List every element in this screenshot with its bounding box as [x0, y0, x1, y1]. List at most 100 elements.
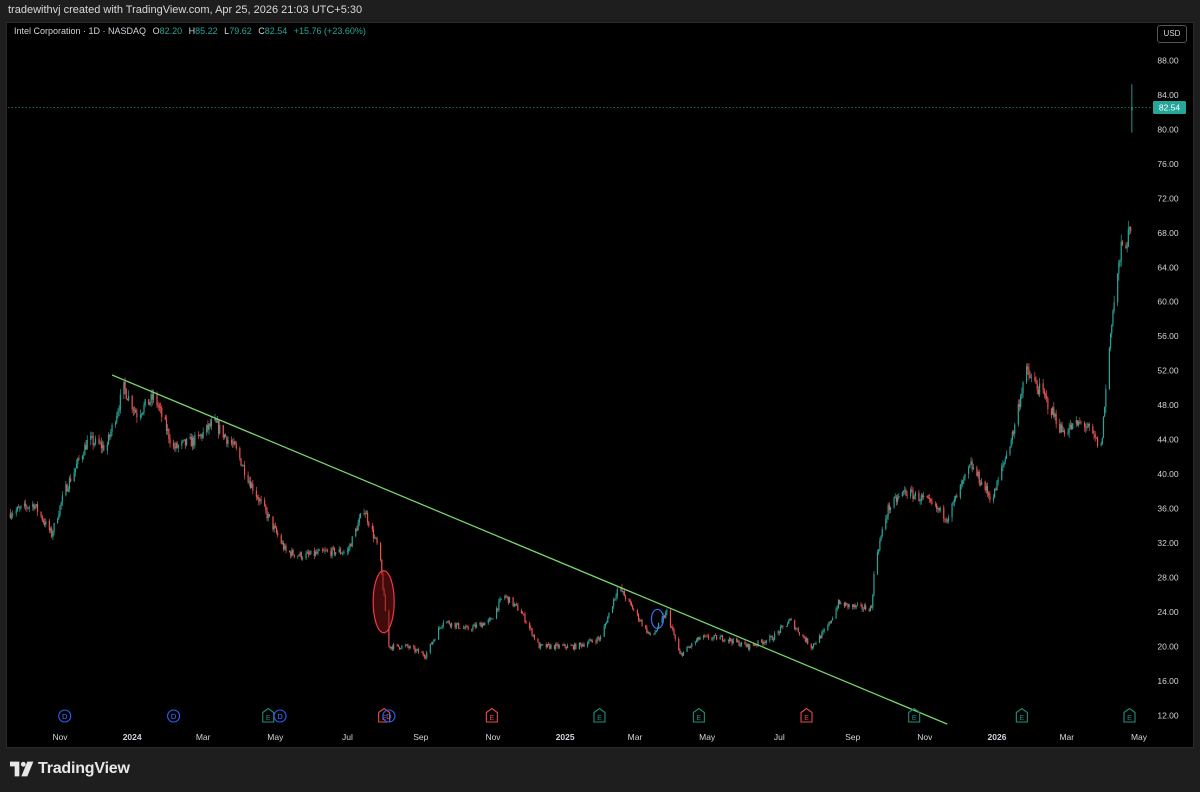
candle — [182, 439, 184, 444]
candle-body — [35, 504, 37, 507]
candle — [566, 643, 569, 649]
candle-body — [746, 643, 748, 647]
candle — [222, 424, 224, 441]
y-tick-label: 76.00 — [1157, 159, 1179, 169]
last-candle-body — [1131, 107, 1133, 111]
candle — [575, 642, 577, 650]
candle-body — [956, 495, 958, 498]
candle-body — [314, 552, 317, 556]
candle-body — [904, 489, 906, 491]
candle-body — [498, 601, 500, 610]
candle — [840, 601, 842, 605]
candle — [480, 621, 482, 628]
candle-body — [1052, 407, 1054, 415]
symbol-title[interactable]: Intel Corporation · 1D · NASDAQ — [14, 26, 147, 36]
candle — [472, 624, 474, 632]
candle-body — [705, 635, 707, 637]
candle — [313, 547, 315, 560]
candle — [829, 620, 831, 625]
candle — [770, 635, 772, 638]
candle — [1125, 242, 1127, 249]
candle-body — [666, 610, 668, 613]
candle — [624, 594, 627, 602]
candle — [1078, 420, 1080, 428]
candle-body — [416, 649, 418, 650]
candle-body — [407, 644, 409, 647]
candle — [20, 505, 22, 510]
candle — [248, 476, 250, 487]
candle-body — [992, 497, 995, 501]
candle-body — [989, 495, 991, 501]
candle — [73, 467, 75, 482]
candle — [172, 439, 175, 450]
candle-body — [124, 381, 126, 389]
candle-body — [539, 644, 541, 649]
candle-body — [290, 551, 292, 557]
x-tick-label: Mar — [1059, 732, 1074, 742]
candle-body — [1047, 398, 1049, 410]
candle-body — [191, 437, 194, 447]
candle — [335, 552, 337, 557]
candle — [298, 553, 300, 557]
candle-body — [818, 635, 821, 643]
candle — [597, 635, 599, 641]
candle — [763, 640, 765, 647]
candle — [487, 618, 489, 625]
candle — [904, 486, 906, 495]
chart-panel[interactable] — [6, 22, 1194, 748]
candle-body — [15, 510, 17, 514]
earnings-badge — [593, 707, 606, 723]
candle — [970, 457, 972, 465]
candle — [947, 514, 950, 524]
candle — [185, 437, 188, 447]
candle — [945, 516, 947, 524]
candle-body — [797, 628, 799, 633]
candle-body — [869, 606, 872, 612]
candle-body — [247, 475, 249, 483]
candle — [646, 624, 648, 634]
candle-body — [1036, 383, 1038, 390]
candle — [681, 652, 683, 657]
candle — [340, 552, 343, 554]
candle-body — [61, 495, 63, 503]
candle — [615, 593, 617, 602]
dividend-letter: D — [386, 712, 392, 721]
candle-body — [931, 501, 933, 504]
candle-body — [1075, 420, 1077, 424]
candle-body — [117, 411, 119, 416]
candle-body — [266, 510, 268, 519]
candle-body — [960, 483, 963, 485]
tradingview-brand[interactable]: TradingView — [10, 760, 130, 778]
candle-body — [1037, 389, 1040, 395]
candle-body — [442, 622, 444, 626]
candle-body — [772, 639, 774, 641]
earnings-letter: E — [489, 715, 494, 722]
y-axis: 88.00 84.00 80.00 76.00 72.00 68.00 64.00 60.00… — [1157, 55, 1179, 720]
candle-body — [1121, 241, 1124, 246]
candle-body — [1104, 407, 1106, 417]
price-chart[interactable]: 88.00 84.00 80.00 76.00 72.00 68.00 64.00 60.00… — [0, 0, 1200, 748]
candle — [529, 621, 531, 631]
candle — [581, 643, 583, 649]
candle — [474, 621, 476, 630]
y-tick-label: 80.00 — [1157, 124, 1179, 134]
candle-body — [637, 613, 640, 620]
candle-body — [66, 484, 68, 492]
candle — [450, 622, 453, 629]
candle — [604, 622, 607, 629]
candle-body — [752, 644, 754, 646]
candle — [1060, 421, 1062, 434]
candle-body — [1083, 422, 1086, 427]
x-tick-label: Jul — [774, 732, 785, 742]
candle-body — [1078, 421, 1080, 426]
candle-body — [836, 608, 838, 609]
candle-body — [545, 644, 547, 648]
candle-body — [578, 642, 580, 650]
candle-body — [972, 467, 974, 470]
candle-body — [1067, 433, 1069, 435]
candle-body — [542, 644, 544, 646]
currency-button[interactable]: USD — [1157, 25, 1187, 43]
x-axis: Nov 2024 Mar May Jul Sep Nov 2025 Mar May Jul Sep No… — [52, 732, 1147, 742]
candle — [243, 461, 246, 480]
candle — [623, 589, 625, 597]
